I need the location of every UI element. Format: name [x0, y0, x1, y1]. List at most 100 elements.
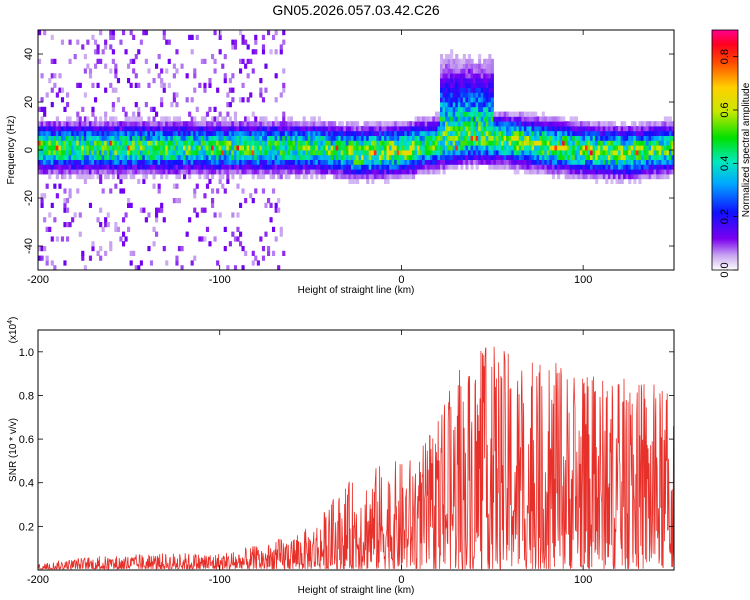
spectrogram-cell	[190, 97, 194, 103]
spectrogram-cell	[226, 111, 230, 117]
spectrogram-cell	[160, 68, 164, 74]
spectrogram-cell	[483, 102, 487, 108]
spectrogram-cell	[127, 145, 131, 151]
spectrogram-cell	[625, 150, 629, 156]
spectrogram-cell	[282, 39, 286, 45]
spectrogram-cell	[193, 116, 197, 122]
spectrogram-cell	[226, 102, 230, 108]
spectrogram-cell	[445, 154, 449, 160]
spectrogram-cell	[307, 154, 311, 160]
spectrogram-cell	[73, 150, 77, 156]
spectrogram-cell	[91, 154, 95, 160]
spectrogram-cell	[149, 159, 154, 165]
spectrogram-cell	[198, 169, 202, 175]
spectrogram-cell	[455, 97, 459, 103]
spectrogram-cell	[139, 154, 143, 160]
spectrogram-cell	[190, 140, 194, 146]
spectrogram-cell	[450, 126, 454, 132]
spectrogram-cell	[76, 82, 80, 88]
spectrogram-cell	[200, 236, 204, 242]
spectrogram-cell	[648, 145, 652, 151]
spectrogram-cell	[419, 121, 423, 127]
spectrogram-cell	[534, 135, 538, 141]
spectrogram-cell	[104, 222, 108, 228]
spectrogram-cell	[358, 164, 362, 170]
spectrogram-cell	[223, 73, 227, 79]
spectrogram-cell	[666, 169, 670, 175]
spectrogram-cell	[109, 188, 113, 194]
spectrogram-cell	[162, 116, 166, 122]
spectrogram-cell	[208, 154, 212, 160]
spectrogram-cell	[536, 169, 540, 175]
spectrogram-cell	[531, 159, 535, 165]
spectrogram-cell	[485, 121, 489, 127]
spectrogram-cell	[129, 159, 133, 165]
spectrogram-cell	[630, 121, 634, 127]
spectrogram-cell	[485, 87, 489, 93]
spectrogram-cell	[562, 145, 566, 151]
spectrogram-cell	[170, 154, 174, 160]
spectrogram-cell	[592, 159, 596, 165]
spectrogram-cell	[640, 130, 645, 136]
spectrogram-cell	[612, 154, 617, 160]
spectrogram-cell	[498, 111, 502, 117]
spectrogram-cell	[205, 169, 210, 175]
spectrogram-cell	[348, 145, 352, 151]
spectrogram-cell	[315, 150, 319, 156]
spectrogram-cell	[116, 78, 121, 84]
spectrogram-cell	[221, 130, 225, 136]
spectrogram-cell	[462, 126, 466, 132]
spectrogram-cell	[279, 164, 283, 170]
spectrogram-cell	[623, 169, 627, 175]
spectrogram-cell	[595, 169, 599, 175]
spectrogram-cell	[111, 58, 115, 64]
spectrogram-cell	[437, 130, 441, 136]
spectrogram-cell	[452, 126, 456, 132]
spectrogram-cell	[330, 159, 334, 165]
spectrogram-cell	[440, 63, 444, 69]
spectrogram-cell	[124, 126, 128, 132]
spectrogram-cell	[223, 145, 227, 151]
spectrogram-cell	[391, 135, 395, 141]
spectrogram-cell	[254, 121, 258, 127]
spectrogram-cell	[86, 159, 90, 165]
spectrogram-cell	[256, 260, 260, 266]
spectrogram-cell	[536, 130, 540, 136]
spectrogram-cell	[498, 116, 502, 122]
spectrogram-cell	[384, 159, 388, 165]
spectrogram-cell	[635, 159, 639, 165]
spectrogram-cell	[508, 111, 512, 117]
spectrogram-cell	[605, 126, 609, 132]
spectrogram-cell	[447, 97, 451, 103]
spectrogram-cell	[134, 159, 138, 165]
spectrogram-cell	[104, 39, 108, 45]
spectrogram-cell	[282, 140, 286, 146]
spectrogram-cell	[447, 140, 451, 146]
spectrogram-cell	[534, 169, 538, 175]
spectrogram-cell	[83, 154, 87, 160]
spectrogram-cell	[460, 68, 464, 74]
spectrogram-cell	[155, 207, 159, 213]
spectrogram-cell	[137, 159, 141, 165]
spectrogram-cell	[259, 126, 263, 132]
spectrogram-cell	[460, 63, 464, 69]
spectrogram-cell	[96, 154, 100, 160]
spectrogram-cell	[335, 145, 339, 151]
spectrogram-cell	[358, 126, 362, 132]
spectrogram-cell	[165, 169, 169, 175]
spectrogram-cell	[149, 260, 154, 266]
spectrogram-cell	[485, 97, 489, 103]
spectrogram-cell	[462, 78, 466, 84]
spectrogram-cell	[656, 164, 660, 170]
spectrogram-cell	[94, 49, 98, 55]
spectrogram-cell	[239, 130, 243, 136]
spectrogram-cell	[269, 121, 273, 127]
spectrogram-cell	[282, 135, 286, 141]
spectrogram-cell	[340, 121, 344, 127]
spectrogram-cell	[450, 54, 454, 60]
spectrogram-cell	[259, 174, 263, 180]
spectrogram-cell	[185, 130, 189, 136]
spectrogram-cell	[389, 140, 393, 146]
spectrogram-cell	[394, 126, 398, 132]
spectrogram-cell	[442, 140, 446, 146]
